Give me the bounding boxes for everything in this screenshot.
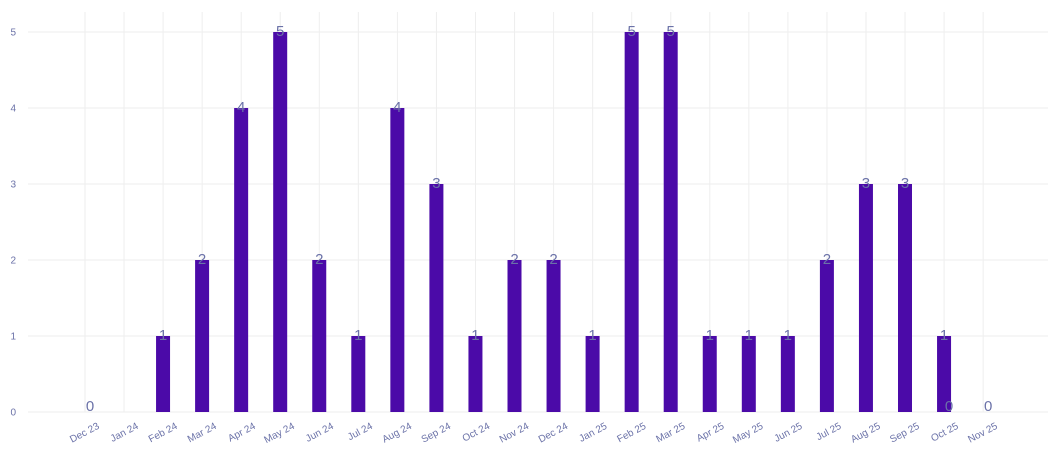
y-tick-label: 0 bbox=[10, 408, 16, 419]
bar bbox=[234, 108, 249, 412]
bar bbox=[585, 336, 600, 412]
bar bbox=[663, 32, 678, 412]
x-tick-label: Apr 25 bbox=[695, 421, 727, 445]
grid-lines bbox=[28, 12, 1048, 413]
bar bbox=[273, 32, 288, 412]
y-tick-label: 4 bbox=[10, 104, 16, 115]
bars bbox=[156, 32, 952, 412]
data-label: 0 bbox=[945, 398, 953, 415]
y-tick-label: 3 bbox=[10, 180, 16, 191]
data-label: 2 bbox=[198, 251, 206, 268]
bar bbox=[819, 260, 834, 412]
bar bbox=[898, 184, 912, 412]
x-tick-label: Jan 25 bbox=[577, 421, 609, 445]
bar bbox=[702, 336, 717, 412]
data-label: 4 bbox=[237, 99, 245, 116]
x-tick-label: Nov 25 bbox=[966, 421, 1000, 446]
y-axis: 0 1 2 3 4 5 bbox=[10, 28, 16, 419]
bar bbox=[468, 336, 483, 412]
data-label: 1 bbox=[159, 327, 167, 344]
x-axis: Dec 23 Jan 24 Feb 24 Mar 24 Apr 24 May 24 Jun … bbox=[68, 421, 1000, 446]
y-tick-label: 1 bbox=[10, 332, 16, 343]
bar bbox=[624, 32, 639, 412]
data-label: 2 bbox=[823, 251, 831, 268]
x-tick-label: Nov 24 bbox=[498, 421, 532, 446]
bar bbox=[429, 184, 444, 412]
data-label: 1 bbox=[745, 327, 753, 344]
data-label: 5 bbox=[667, 23, 675, 40]
data-label: 1 bbox=[588, 327, 596, 344]
data-label: 1 bbox=[784, 327, 792, 344]
y-tick-label: 2 bbox=[10, 256, 16, 267]
data-label: 3 bbox=[901, 175, 909, 192]
x-tick-label: Jun 25 bbox=[773, 421, 805, 445]
y-tick-label: 5 bbox=[10, 28, 16, 39]
bar bbox=[351, 336, 366, 412]
data-label: 1 bbox=[706, 327, 714, 344]
bar bbox=[741, 336, 756, 412]
bar bbox=[937, 336, 952, 412]
x-tick-label: Mar 24 bbox=[186, 421, 219, 446]
x-tick-label: Oct 24 bbox=[461, 421, 493, 445]
x-tick-label: Oct 25 bbox=[929, 421, 961, 445]
x-tick-label: Apr 24 bbox=[226, 421, 258, 445]
data-label: 3 bbox=[432, 175, 440, 192]
x-tick-label: May 24 bbox=[263, 421, 298, 446]
x-tick-label: Mar 25 bbox=[655, 421, 688, 446]
x-tick-label: Dec 24 bbox=[537, 421, 571, 446]
data-label: 1 bbox=[471, 327, 479, 344]
data-label: 1 bbox=[354, 327, 362, 344]
data-label: 0 bbox=[86, 398, 94, 415]
bar bbox=[546, 260, 561, 412]
x-tick-label: Jul 25 bbox=[815, 421, 844, 443]
data-label: 5 bbox=[627, 23, 635, 40]
x-tick-label: Jul 24 bbox=[346, 421, 375, 443]
x-tick-label: Jun 24 bbox=[304, 421, 336, 445]
x-tick-label: Feb 25 bbox=[615, 421, 648, 446]
data-label: 1 bbox=[940, 327, 948, 344]
x-tick-label: Jan 24 bbox=[109, 421, 141, 445]
x-tick-label: Sep 25 bbox=[888, 421, 922, 446]
bar bbox=[858, 184, 873, 412]
data-label: 2 bbox=[549, 251, 557, 268]
bar bbox=[390, 108, 405, 412]
x-tick-label: Aug 24 bbox=[381, 421, 415, 446]
bar bbox=[780, 336, 795, 412]
data-label: 2 bbox=[315, 251, 323, 268]
data-label: 2 bbox=[510, 251, 518, 268]
bar bbox=[507, 260, 522, 412]
data-label: 0 bbox=[984, 398, 992, 415]
bar bbox=[156, 336, 171, 412]
bar bbox=[195, 260, 210, 412]
x-tick-label: Feb 24 bbox=[147, 421, 180, 446]
data-label: 5 bbox=[276, 23, 284, 40]
x-tick-label: May 25 bbox=[731, 421, 766, 446]
bar bbox=[312, 260, 327, 412]
data-label: 3 bbox=[862, 175, 870, 192]
data-label: 4 bbox=[393, 99, 401, 116]
x-tick-label: Aug 25 bbox=[849, 421, 883, 446]
data-labels: 0 1 2 4 5 2 1 4 3 1 2 2 1 5 5 1 1 1 2 3 3 1 0 0 bbox=[86, 23, 992, 415]
x-tick-label: Dec 23 bbox=[68, 421, 102, 446]
x-tick-label: Sep 24 bbox=[420, 421, 454, 446]
